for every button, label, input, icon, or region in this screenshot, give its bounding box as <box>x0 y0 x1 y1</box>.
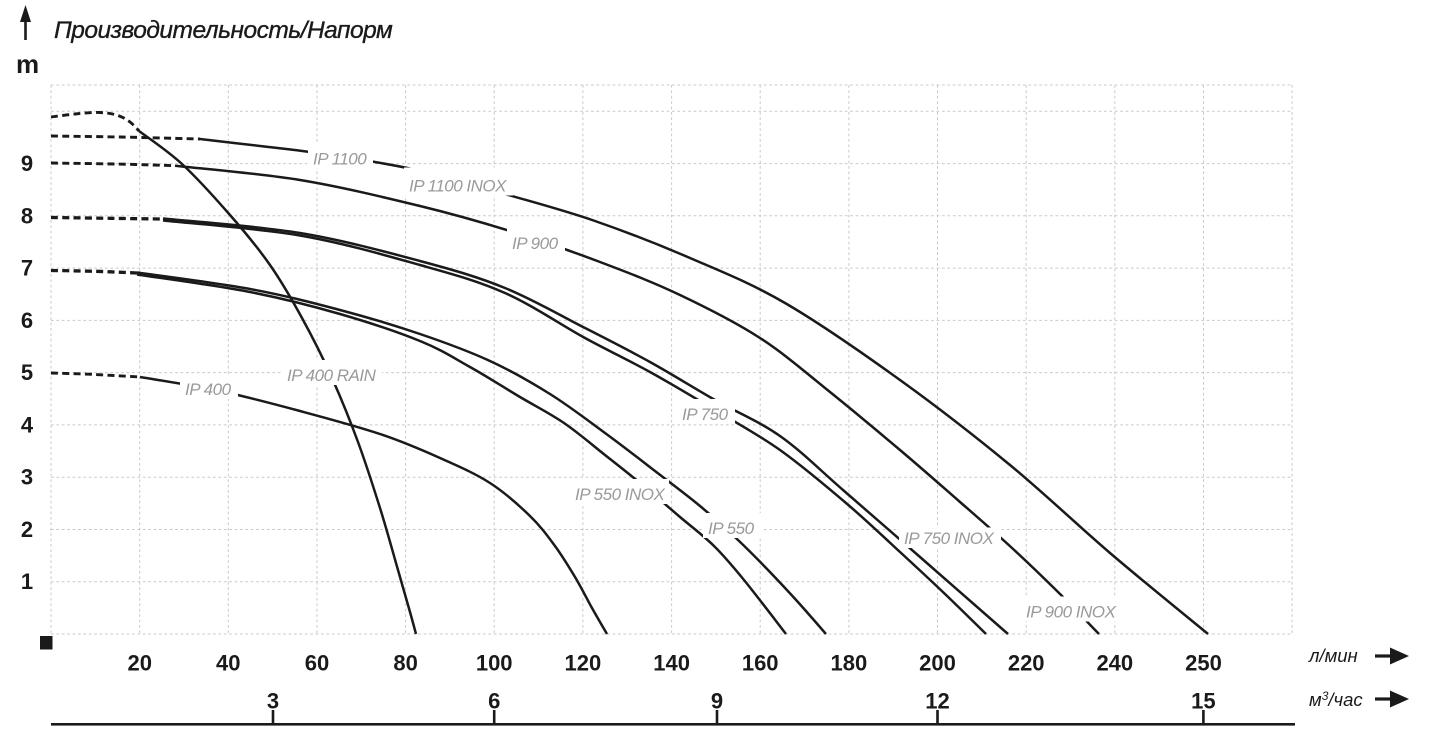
svg-text:240: 240 <box>1096 651 1133 676</box>
svg-text:1: 1 <box>21 569 33 594</box>
svg-text:IP 550 INOX: IP 550 INOX <box>575 485 665 504</box>
svg-text:IP 900 INOX: IP 900 INOX <box>1026 603 1116 622</box>
svg-text:160: 160 <box>742 651 779 676</box>
svg-text:100: 100 <box>476 651 513 676</box>
svg-text:200: 200 <box>919 651 956 676</box>
svg-text:9: 9 <box>711 689 723 714</box>
svg-text:120: 120 <box>565 651 602 676</box>
svg-text:IP 900: IP 900 <box>512 234 559 253</box>
svg-text:7: 7 <box>21 256 33 281</box>
svg-text:140: 140 <box>653 651 690 676</box>
svg-text:6: 6 <box>488 689 500 714</box>
svg-text:m: m <box>16 49 39 79</box>
svg-text:IP 400: IP 400 <box>185 380 232 399</box>
svg-text:IP 400 RAIN: IP 400 RAIN <box>287 366 377 385</box>
svg-text:3: 3 <box>267 689 279 714</box>
svg-text:80: 80 <box>393 651 417 676</box>
svg-text:IP 1100 INOX: IP 1100 INOX <box>409 177 507 196</box>
svg-text:IP 1100: IP 1100 <box>313 150 367 169</box>
svg-text:2: 2 <box>21 517 33 542</box>
svg-text:6: 6 <box>21 308 33 333</box>
svg-text:60: 60 <box>305 651 329 676</box>
svg-text:Производительность/Напорм: Производительность/Напорм <box>54 17 393 44</box>
svg-text:IP 750: IP 750 <box>682 405 729 424</box>
svg-text:м3/час: м3/час <box>1309 689 1363 710</box>
svg-text:5: 5 <box>21 360 33 385</box>
svg-text:IP 750 INOX: IP 750 INOX <box>904 529 994 548</box>
svg-text:л/мин: л/мин <box>1308 645 1358 666</box>
svg-text:180: 180 <box>831 651 868 676</box>
svg-text:250: 250 <box>1185 651 1222 676</box>
svg-text:IP 550: IP 550 <box>708 519 755 538</box>
svg-text:12: 12 <box>925 689 949 714</box>
svg-text:220: 220 <box>1008 651 1045 676</box>
svg-text:8: 8 <box>21 203 33 228</box>
svg-text:3: 3 <box>21 465 33 490</box>
svg-text:20: 20 <box>127 651 151 676</box>
svg-text:15: 15 <box>1191 689 1215 714</box>
svg-text:4: 4 <box>21 412 34 437</box>
svg-text:9: 9 <box>21 151 33 176</box>
svg-text:40: 40 <box>216 651 240 676</box>
